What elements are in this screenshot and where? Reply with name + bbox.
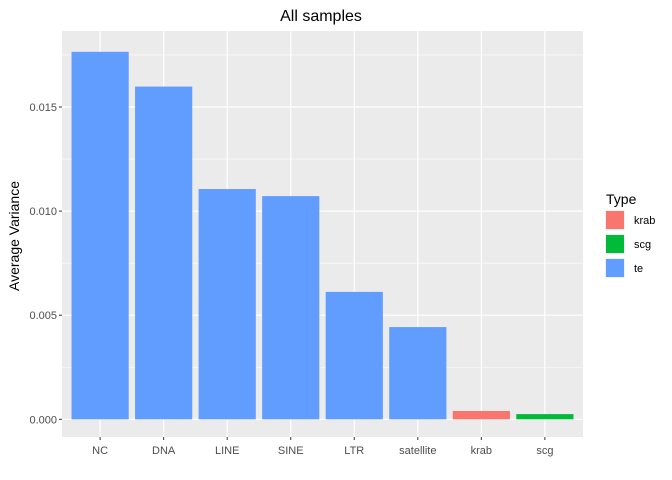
legend-swatch-krab — [606, 211, 624, 229]
bar-dna — [135, 86, 193, 420]
y-tick-label: 0.000 — [29, 414, 57, 426]
bar-satellite — [389, 327, 447, 420]
x-tick-label: DNA — [152, 445, 176, 457]
legend-swatch-te — [606, 259, 624, 277]
y-tick-label: 0.010 — [29, 206, 57, 218]
legend-label-krab: krab — [634, 215, 655, 227]
bar-scg — [516, 414, 574, 420]
x-axis-ticks: NC DNA LINE SINE LTR satellite krab scg — [92, 437, 553, 457]
x-tick-label: LINE — [215, 445, 239, 457]
x-tick-label: SINE — [278, 445, 304, 457]
y-axis-label: Average Variance — [6, 181, 22, 291]
bars — [71, 51, 574, 420]
legend-label-scg: scg — [634, 239, 651, 251]
bar-nc — [71, 51, 129, 420]
legend-keys: krab scg te — [605, 210, 655, 278]
x-tick-label: NC — [92, 445, 108, 457]
y-tick-label: 0.005 — [29, 310, 57, 322]
bar-ltr — [325, 291, 383, 420]
y-tick-label: 0.015 — [29, 102, 57, 114]
y-axis-ticks: 0.000 0.005 0.010 0.015 — [29, 102, 62, 426]
legend-title: Type — [606, 191, 637, 207]
x-tick-label: krab — [471, 445, 492, 457]
x-tick-label: scg — [536, 445, 553, 457]
legend-label-te: te — [634, 263, 643, 275]
legend-swatch-scg — [606, 235, 624, 253]
chart-title: All samples — [280, 8, 362, 25]
bar-line — [198, 189, 256, 420]
legend: Type krab scg te — [605, 191, 655, 278]
x-tick-label: LTR — [344, 445, 364, 457]
x-tick-label: satellite — [399, 445, 436, 457]
bar-sine — [262, 196, 320, 420]
bar-krab — [452, 410, 510, 420]
